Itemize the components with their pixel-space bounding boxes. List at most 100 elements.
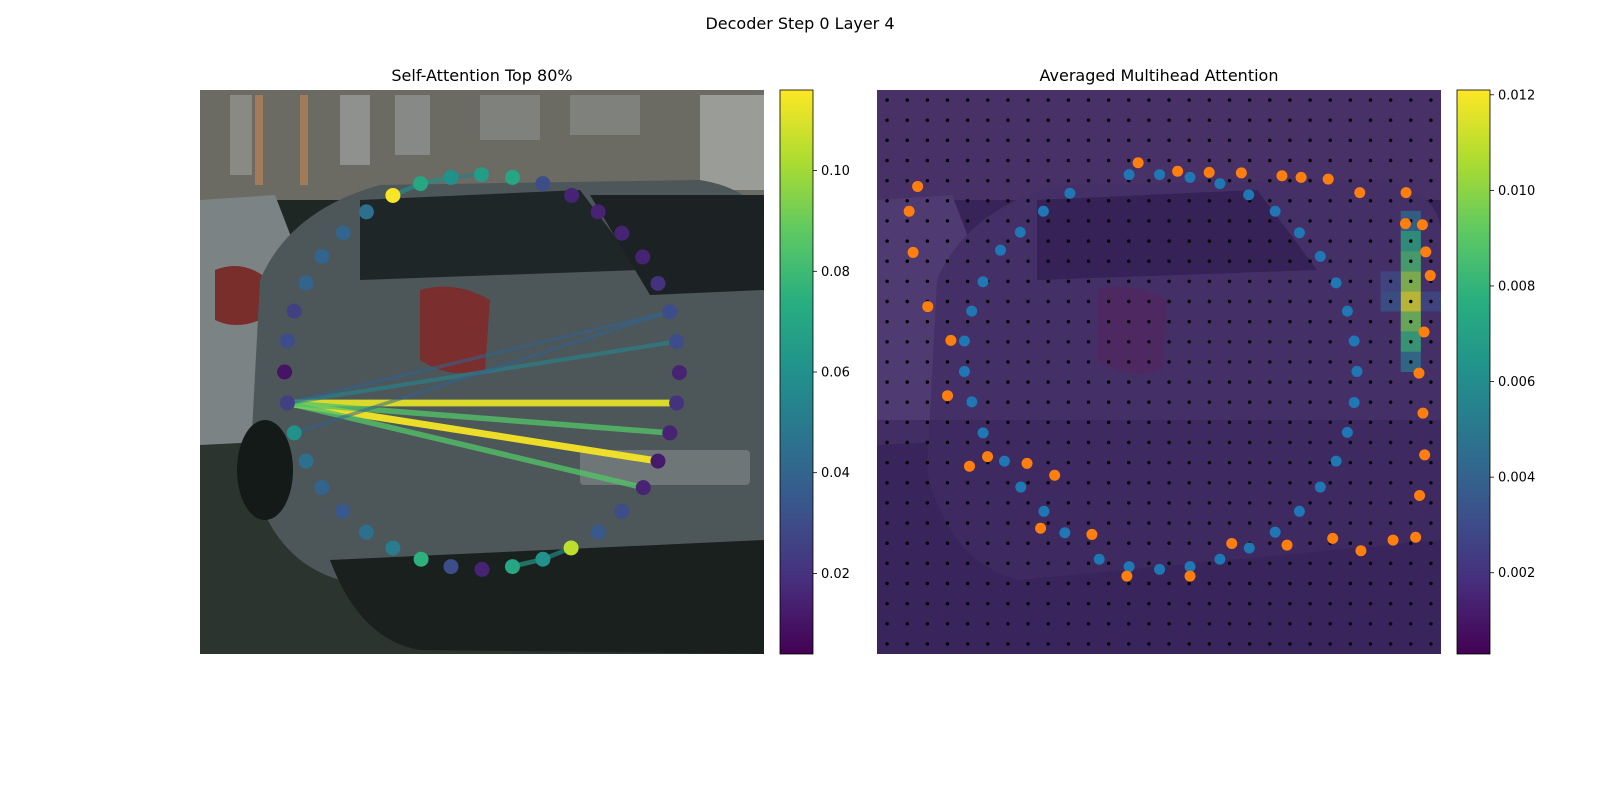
grid-dot — [1368, 541, 1373, 545]
grid-dot — [1066, 601, 1071, 606]
query-point-25 — [413, 551, 429, 567]
grid-dot — [1227, 581, 1232, 586]
grid-dot — [1086, 219, 1091, 223]
grid-dot — [1348, 420, 1353, 425]
grid-dot — [1046, 561, 1050, 566]
grid-dot — [1026, 400, 1030, 404]
grid-dot — [1187, 420, 1191, 425]
sampling-point-s1-13 — [1418, 326, 1430, 338]
sampling-point-s0-6 — [1293, 227, 1305, 239]
grid-dot — [1026, 138, 1030, 143]
grid-dot — [1328, 98, 1332, 102]
grid-dot — [905, 360, 909, 364]
grid-dot — [1106, 460, 1111, 465]
grid-dot — [1207, 460, 1212, 465]
grid-dot — [1207, 319, 1212, 324]
grid-dot — [885, 481, 889, 485]
sampling-point-s1-7 — [1354, 187, 1366, 199]
grid-dot — [1308, 98, 1312, 102]
grid-dot — [1409, 541, 1413, 545]
grid-dot — [1227, 319, 1232, 324]
grid-dot — [1308, 178, 1312, 183]
sampling-point-s0-29 — [966, 396, 978, 408]
grid-dot — [905, 319, 909, 324]
grid-dot — [945, 541, 950, 545]
query-point-35 — [286, 303, 302, 319]
grid-dot — [986, 400, 990, 404]
grid-dot — [1227, 440, 1232, 445]
grid-dot — [905, 279, 909, 284]
grid-dot — [925, 360, 930, 364]
grid-dot — [1147, 561, 1151, 566]
sampling-point-s1-33 — [945, 334, 957, 346]
grid-dot — [1288, 642, 1292, 646]
grid-dot — [1227, 481, 1232, 485]
grid-dot — [1227, 400, 1232, 404]
grid-dot — [925, 642, 930, 646]
query-point-14 — [669, 395, 685, 411]
grid-dot — [1348, 259, 1353, 263]
grid-dot — [1348, 299, 1353, 304]
grid-dot — [1388, 561, 1393, 566]
grid-dot — [965, 501, 970, 505]
grid-dot — [1247, 259, 1252, 263]
grid-dot — [1288, 360, 1292, 364]
grid-dot — [945, 178, 950, 183]
right-colorbar-tick-label-5: 0.012 — [1498, 88, 1535, 103]
grid-dot — [1147, 239, 1151, 243]
left-colorbar-tick-label-0: 0.02 — [821, 567, 850, 582]
grid-dot — [1006, 440, 1010, 445]
grid-dot — [1308, 219, 1312, 223]
grid-dot — [1066, 521, 1071, 525]
grid-dot — [1348, 581, 1353, 586]
grid-dot — [905, 601, 909, 606]
grid-dot — [1388, 440, 1393, 445]
query-point-11 — [662, 304, 678, 320]
grid-dot — [1308, 460, 1312, 465]
grid-dot — [1207, 299, 1212, 304]
grid-dot — [965, 642, 970, 646]
grid-dot — [1288, 501, 1292, 505]
grid-dot — [1227, 259, 1232, 263]
grid-dot — [1167, 299, 1171, 304]
grid-dot — [986, 501, 990, 505]
grid-dot — [1127, 259, 1131, 263]
grid-dot — [1066, 581, 1071, 586]
sampling-point-s0-1 — [1154, 169, 1166, 181]
grid-dot — [1247, 601, 1252, 606]
sampling-point-s1-21 — [1327, 532, 1339, 544]
grid-dot — [1409, 279, 1413, 284]
sampling-point-s0-18 — [1243, 542, 1255, 554]
grid-dot — [1409, 118, 1413, 122]
grid-dot — [885, 138, 889, 143]
grid-dot — [1429, 501, 1433, 505]
grid-dot — [905, 622, 909, 626]
grid-dot — [1086, 279, 1091, 284]
grid-dot — [1187, 259, 1191, 263]
query-point-32 — [279, 395, 295, 411]
sampling-point-s1-18 — [1410, 531, 1422, 543]
grid-dot — [1026, 622, 1030, 626]
grid-dot — [986, 178, 990, 183]
grid-dot — [1227, 118, 1232, 122]
grid-dot — [1086, 380, 1091, 384]
grid-dot — [945, 581, 950, 586]
grid-dot — [1167, 98, 1171, 102]
query-point-31 — [286, 425, 302, 441]
grid-dot — [1167, 259, 1171, 263]
sampling-point-s1-15 — [1417, 407, 1429, 419]
grid-dot — [1106, 380, 1111, 384]
grid-dot — [1187, 440, 1191, 445]
grid-dot — [945, 601, 950, 606]
grid-dot — [1066, 541, 1071, 545]
grid-dot — [965, 360, 970, 364]
grid-dot — [1026, 420, 1030, 425]
grid-dot — [1106, 541, 1111, 545]
grid-dot — [1086, 319, 1091, 324]
grid-dot — [1429, 642, 1433, 646]
grid-dot — [1247, 239, 1252, 243]
grid-dot — [1167, 521, 1171, 525]
grid-dot — [1046, 380, 1050, 384]
grid-dot — [1348, 481, 1353, 485]
grid-dot — [885, 501, 889, 505]
